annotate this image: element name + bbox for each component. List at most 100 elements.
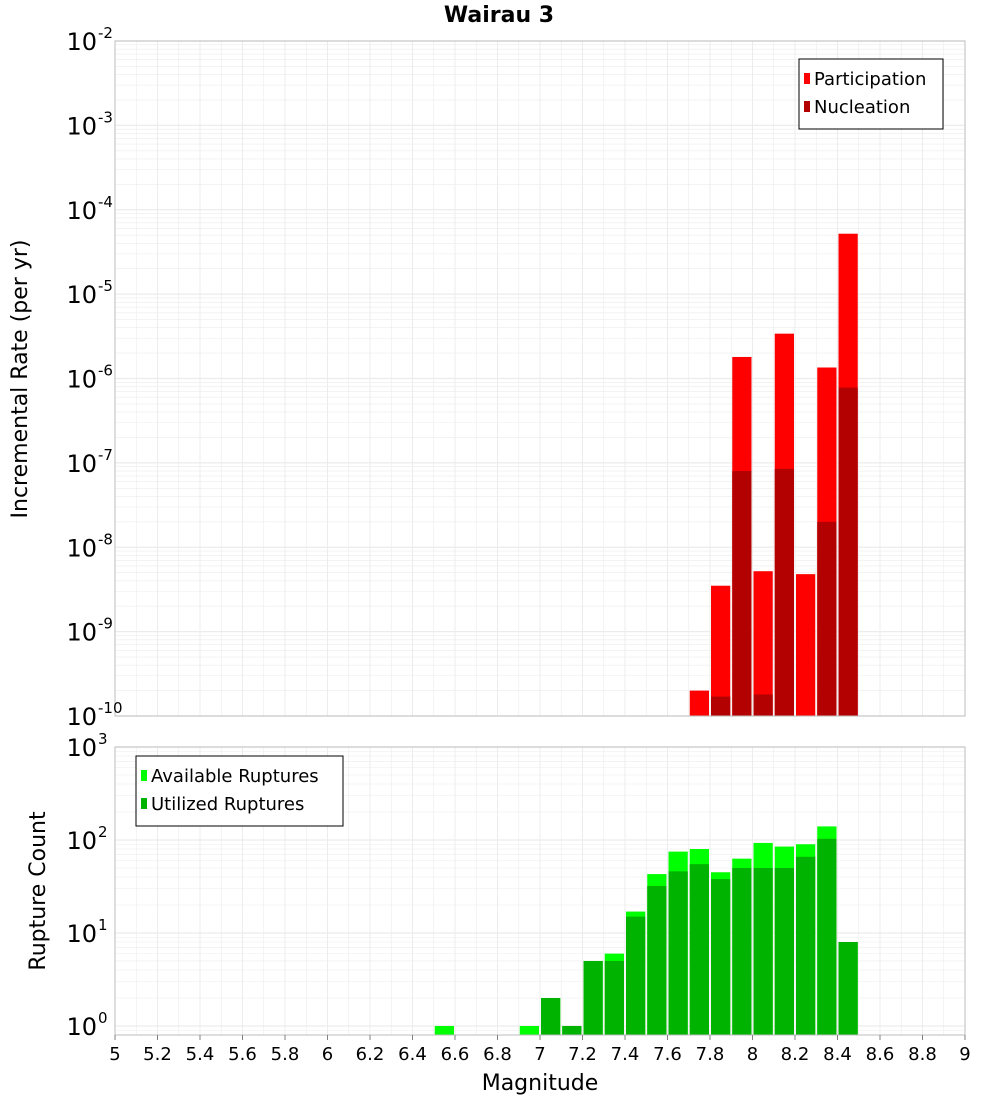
legend-swatch <box>804 101 810 112</box>
top-plot-frame <box>114 40 966 717</box>
bar-nucleation <box>817 521 837 716</box>
y-tick-exponent: 1 <box>98 916 108 934</box>
chart-title: Wairau 3 <box>444 3 554 28</box>
x-tick-label: 7.6 <box>653 1044 682 1065</box>
legend-label: Available Ruptures <box>151 766 319 787</box>
bar-utilized-ruptures <box>541 997 561 1035</box>
bar-utilized-ruptures <box>817 838 837 1035</box>
x-tick-label: 8.6 <box>866 1044 895 1065</box>
legend-box <box>135 755 344 827</box>
y-tick-label: 10 <box>66 734 97 762</box>
y-tick-label: 10 <box>66 619 97 647</box>
y-tick-exponent: -3 <box>98 108 113 126</box>
y-tick-exponent: -5 <box>98 277 113 295</box>
bar-available-ruptures <box>519 1025 539 1035</box>
y-tick-label: 10 <box>66 281 97 309</box>
bar-utilized-ruptures <box>753 867 773 1035</box>
bar-participation <box>753 571 773 716</box>
bar-utilized-ruptures <box>583 960 603 1035</box>
bar-utilized-ruptures <box>562 1025 582 1035</box>
top-grid <box>114 40 966 717</box>
bar-utilized-ruptures <box>668 871 688 1035</box>
bar-utilized-ruptures <box>796 856 816 1035</box>
bar-participation <box>711 585 731 716</box>
bottom-y-axis-label: Rupture Count <box>26 811 51 971</box>
bottom-bars <box>434 826 858 1035</box>
y-tick-label: 10 <box>66 197 97 225</box>
x-tick-label: 5.4 <box>186 1044 215 1065</box>
bar-utilized-ruptures <box>711 879 731 1035</box>
y-tick-exponent: -6 <box>98 362 113 380</box>
x-tick-label: 7.4 <box>611 1044 640 1065</box>
x-tick-label: 6.4 <box>398 1044 427 1065</box>
bar-utilized-ruptures <box>626 916 646 1035</box>
top-legend: Participation Nucleation <box>798 58 944 130</box>
top-y-axis-label: Incremental Rate (per yr) <box>8 240 33 519</box>
bar-participation <box>689 690 709 716</box>
y-tick-exponent: -4 <box>98 193 113 211</box>
y-tick-label: 10 <box>66 534 97 562</box>
y-tick-label: 10 <box>66 366 97 394</box>
bar-nucleation <box>774 468 794 716</box>
y-tick-label: 10 <box>66 112 97 140</box>
legend-swatch <box>141 798 147 809</box>
legend-label: Utilized Ruptures <box>151 794 304 815</box>
legend-label: Nucleation <box>814 97 910 118</box>
x-tick-label: 5.6 <box>228 1044 257 1065</box>
x-tick-label: 6.8 <box>483 1044 512 1065</box>
x-tick-label: 8.8 <box>908 1044 937 1065</box>
x-tick-label: 7.8 <box>696 1044 725 1065</box>
bar-available-ruptures <box>434 1025 454 1035</box>
legend-swatch <box>804 73 810 84</box>
y-tick-exponent: 0 <box>98 1009 108 1027</box>
legend-label: Participation <box>814 69 926 90</box>
x-tick-label: 6.6 <box>441 1044 470 1065</box>
bar-nucleation <box>732 471 752 716</box>
y-tick-exponent: 3 <box>98 730 108 748</box>
bar-utilized-ruptures <box>838 942 858 1035</box>
x-axis-label: Magnitude <box>482 1071 599 1096</box>
top-panel: 10-210-310-410-510-610-710-810-910-10 In… <box>8 24 966 731</box>
y-tick-label: 10 <box>66 1013 97 1041</box>
x-tick-label: 8.2 <box>781 1044 810 1065</box>
bar-nucleation <box>711 696 731 716</box>
bar-nucleation <box>838 387 858 716</box>
x-tick-label: 7 <box>534 1044 545 1065</box>
x-tick-label: 5.2 <box>143 1044 172 1065</box>
bar-utilized-ruptures <box>604 960 624 1035</box>
y-tick-exponent: -2 <box>98 24 113 42</box>
legend-swatch <box>141 770 147 781</box>
bar-participation <box>796 574 816 716</box>
bar-utilized-ruptures <box>732 867 752 1035</box>
x-tick-label: 8.4 <box>823 1044 852 1065</box>
y-tick-label: 10 <box>66 920 97 948</box>
bar-utilized-ruptures <box>689 864 709 1035</box>
x-tick-label: 6 <box>322 1044 333 1065</box>
y-tick-exponent: -7 <box>98 446 113 464</box>
x-tick-labels: 5 5.2 5.4 5.6 5.8 6 6.2 6.4 6.6 6.8 7 7.2 7.4 7.6 7.8 8… <box>109 1035 971 1065</box>
top-y-tick-labels: 10-210-310-410-510-610-710-810-910-10 <box>66 24 122 731</box>
bottom-legend: Available Ruptures Utilized Ruptures <box>135 755 344 827</box>
y-tick-exponent: -8 <box>98 530 113 548</box>
y-tick-label: 10 <box>66 450 97 478</box>
y-tick-exponent: -9 <box>98 615 113 633</box>
y-tick-label: 10 <box>66 28 97 56</box>
x-tick-label: 6.2 <box>356 1044 385 1065</box>
bar-utilized-ruptures <box>774 867 794 1035</box>
bar-nucleation <box>753 694 773 716</box>
y-tick-exponent: -10 <box>98 699 123 717</box>
legend-box <box>798 58 944 130</box>
y-tick-label: 10 <box>66 703 97 731</box>
x-tick-label: 7.2 <box>568 1044 597 1065</box>
top-bars <box>689 233 858 716</box>
x-tick-label: 5 <box>109 1044 120 1065</box>
y-tick-exponent: 2 <box>98 823 108 841</box>
bar-utilized-ruptures <box>647 886 667 1035</box>
y-tick-label: 10 <box>66 827 97 855</box>
x-tick-label: 9 <box>959 1044 970 1065</box>
x-tick-label: 8 <box>747 1044 758 1065</box>
x-tick-label: 5.8 <box>271 1044 300 1065</box>
